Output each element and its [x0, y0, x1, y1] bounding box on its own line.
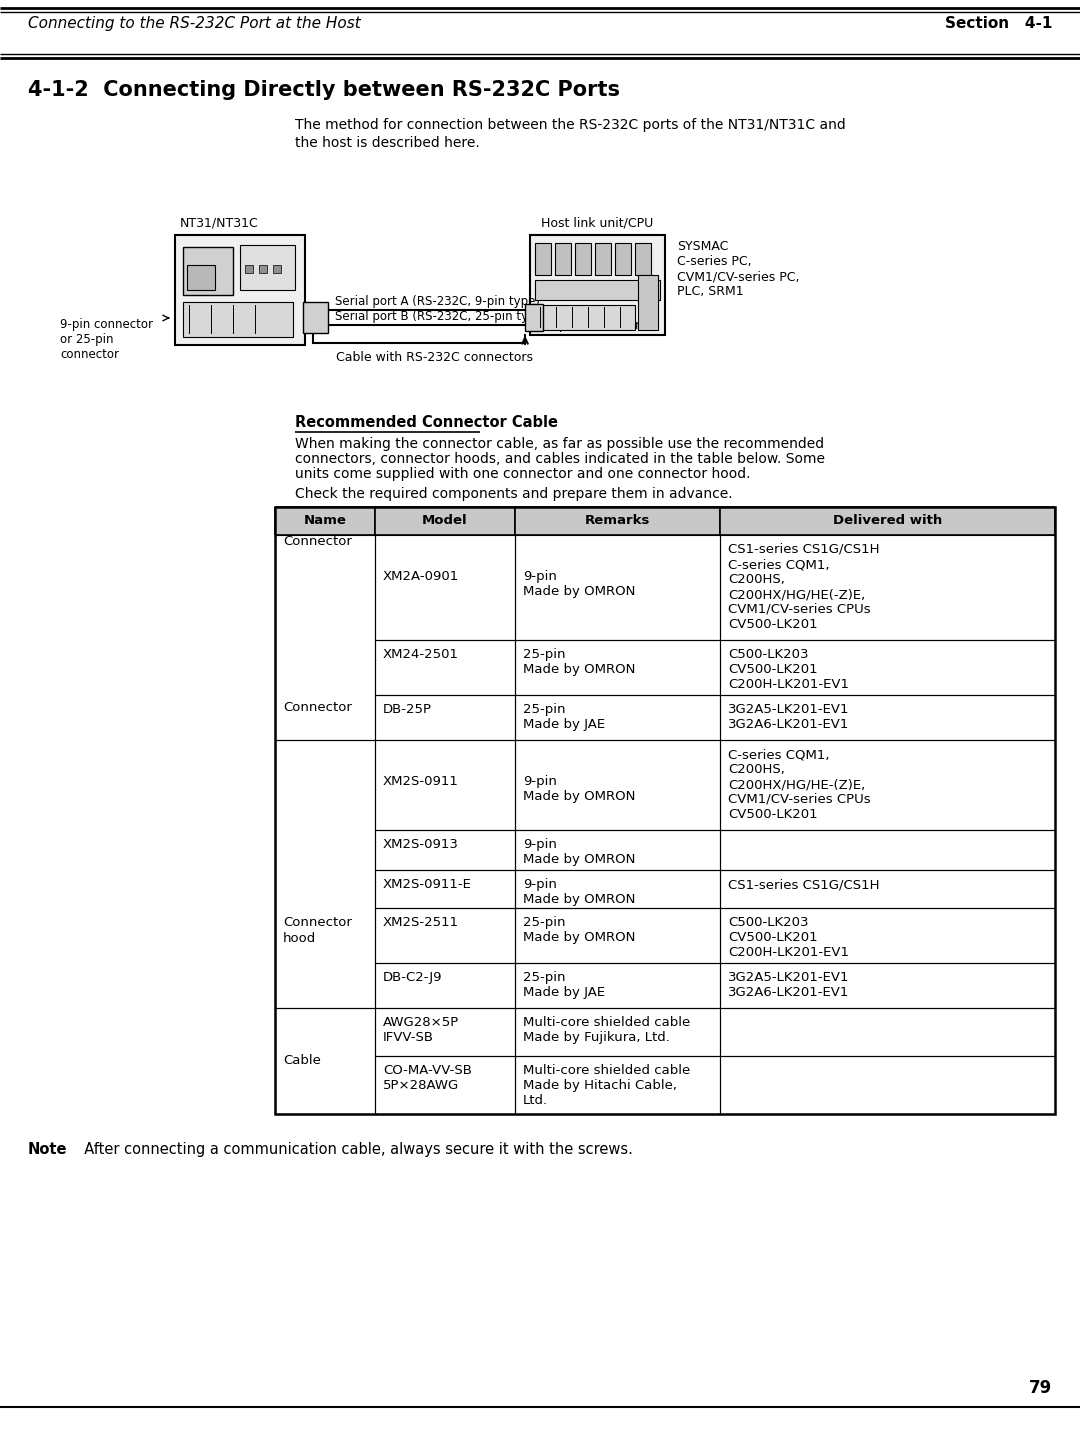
Bar: [275, 507, 1055, 1114]
Text: DB-25P: DB-25P: [383, 703, 432, 716]
Bar: [273, 265, 281, 273]
Text: 3G2A5-LK201-EV1
3G2A6-LK201-EV1: 3G2A5-LK201-EV1 3G2A6-LK201-EV1: [728, 703, 850, 730]
Text: CS1-series CS1G/CS1H: CS1-series CS1G/CS1H: [728, 878, 879, 891]
Bar: [635, 243, 651, 276]
Text: 25-pin
Made by JAE: 25-pin Made by JAE: [523, 971, 605, 999]
Bar: [720, 507, 1055, 535]
Text: Connector: Connector: [283, 535, 352, 548]
Text: XM2S-2511: XM2S-2511: [383, 916, 459, 928]
Text: C500-LK203
CV500-LK201
C200H-LK201-EV1: C500-LK203 CV500-LK201 C200H-LK201-EV1: [728, 916, 849, 959]
Bar: [303, 301, 328, 333]
Text: 25-pin
Made by OMRON: 25-pin Made by OMRON: [523, 916, 635, 944]
Bar: [525, 304, 543, 331]
Text: Model: Model: [422, 515, 468, 528]
Text: When making the connector cable, as far as possible use the recommended: When making the connector cable, as far …: [295, 438, 824, 451]
Bar: [245, 265, 253, 273]
Bar: [575, 243, 591, 276]
Text: Serial port B (RS-232C, 25-pin type): Serial port B (RS-232C, 25-pin type): [335, 310, 548, 323]
Bar: [638, 276, 658, 330]
Text: DB-C2-J9: DB-C2-J9: [383, 971, 443, 984]
Text: Host link unit/CPU: Host link unit/CPU: [541, 217, 653, 230]
Text: Recommended Connector Cable: Recommended Connector Cable: [295, 415, 558, 430]
Text: C500-LK203
CV500-LK201
C200H-LK201-EV1: C500-LK203 CV500-LK201 C200H-LK201-EV1: [728, 649, 849, 692]
Bar: [240, 245, 295, 290]
Bar: [175, 235, 305, 344]
Bar: [183, 247, 233, 296]
Text: 9-pin connector: 9-pin connector: [546, 319, 640, 331]
Text: SYSMAC
C-series PC,
CVM1/CV-series PC,
PLC, SRM1: SYSMAC C-series PC, CVM1/CV-series PC, P…: [677, 240, 799, 298]
Bar: [187, 265, 215, 290]
Text: After connecting a communication cable, always secure it with the screws.: After connecting a communication cable, …: [75, 1142, 633, 1157]
Bar: [555, 243, 571, 276]
Bar: [275, 507, 375, 535]
Text: units come supplied with one connector and one connector hood.: units come supplied with one connector a…: [295, 466, 751, 481]
Bar: [615, 243, 631, 276]
Text: 9-pin
Made by OMRON: 9-pin Made by OMRON: [523, 838, 635, 865]
Text: XM2S-0911-E: XM2S-0911-E: [383, 878, 472, 891]
Text: XM2A-0901: XM2A-0901: [383, 570, 459, 583]
Text: NT31/NT31C: NT31/NT31C: [180, 217, 259, 230]
Text: Section   4-1: Section 4-1: [945, 16, 1052, 32]
Bar: [515, 507, 720, 535]
Text: Check the required components and prepare them in advance.: Check the required components and prepar…: [295, 486, 732, 501]
Text: 9-pin
Made by OMRON: 9-pin Made by OMRON: [523, 878, 635, 905]
Bar: [530, 235, 665, 334]
Text: Delivered with: Delivered with: [833, 515, 942, 528]
Text: Connector: Connector: [283, 702, 352, 715]
Text: CS1-series CS1G/CS1H
C-series CQM1,
C200HS,
C200HX/HG/HE(-Z)E,
CVM1/CV-series CP: CS1-series CS1G/CS1H C-series CQM1, C200…: [728, 542, 879, 631]
Text: Remarks: Remarks: [584, 515, 650, 528]
Text: 79: 79: [1029, 1379, 1052, 1398]
Bar: [183, 301, 293, 337]
Text: 9-pin connector
or 25-pin
connector: 9-pin connector or 25-pin connector: [60, 319, 153, 362]
Text: Note: Note: [28, 1142, 67, 1157]
Text: Connecting to the RS-232C Port at the Host: Connecting to the RS-232C Port at the Ho…: [28, 16, 361, 32]
Text: CO-MA-VV-SB
5P×28AWG: CO-MA-VV-SB 5P×28AWG: [383, 1063, 472, 1092]
Text: XM24-2501: XM24-2501: [383, 649, 459, 662]
Text: Cable with RS-232C connectors: Cable with RS-232C connectors: [337, 352, 534, 364]
Text: The method for connection between the RS-232C ports of the NT31/NT31C and: The method for connection between the RS…: [295, 118, 846, 132]
Bar: [535, 280, 660, 300]
Bar: [259, 265, 267, 273]
Text: Multi-core shielded cable
Made by Fujikura, Ltd.: Multi-core shielded cable Made by Fujiku…: [523, 1016, 690, 1045]
Text: Name: Name: [303, 515, 347, 528]
Text: 25-pin
Made by OMRON: 25-pin Made by OMRON: [523, 649, 635, 676]
Bar: [595, 243, 611, 276]
Text: 3G2A5-LK201-EV1
3G2A6-LK201-EV1: 3G2A5-LK201-EV1 3G2A6-LK201-EV1: [728, 971, 850, 999]
Text: Multi-core shielded cable
Made by Hitachi Cable,
Ltd.: Multi-core shielded cable Made by Hitach…: [523, 1063, 690, 1106]
Text: AWG28×5P
IFVV-SB: AWG28×5P IFVV-SB: [383, 1016, 459, 1045]
Bar: [375, 507, 515, 535]
Text: Connector
hood: Connector hood: [283, 917, 352, 944]
Text: connectors, connector hoods, and cables indicated in the table below. Some: connectors, connector hoods, and cables …: [295, 452, 825, 466]
Bar: [535, 243, 551, 276]
Text: 25-pin
Made by JAE: 25-pin Made by JAE: [523, 703, 605, 730]
Text: C-series CQM1,
C200HS,
C200HX/HG/HE-(Z)E,
CVM1/CV-series CPUs
CV500-LK201: C-series CQM1, C200HS, C200HX/HG/HE-(Z)E…: [728, 748, 870, 821]
Text: 9-pin
Made by OMRON: 9-pin Made by OMRON: [523, 775, 635, 804]
Bar: [535, 306, 635, 330]
Text: XM2S-0911: XM2S-0911: [383, 775, 459, 788]
Text: 9-pin
Made by OMRON: 9-pin Made by OMRON: [523, 570, 635, 598]
Text: Cable: Cable: [283, 1055, 321, 1068]
Text: 4-1-2  Connecting Directly between RS-232C Ports: 4-1-2 Connecting Directly between RS-232…: [28, 80, 620, 100]
Text: XM2S-0913: XM2S-0913: [383, 838, 459, 851]
Text: the host is described here.: the host is described here.: [295, 136, 480, 151]
Text: Serial port A (RS-232C, 9-pin type): Serial port A (RS-232C, 9-pin type): [335, 296, 540, 309]
